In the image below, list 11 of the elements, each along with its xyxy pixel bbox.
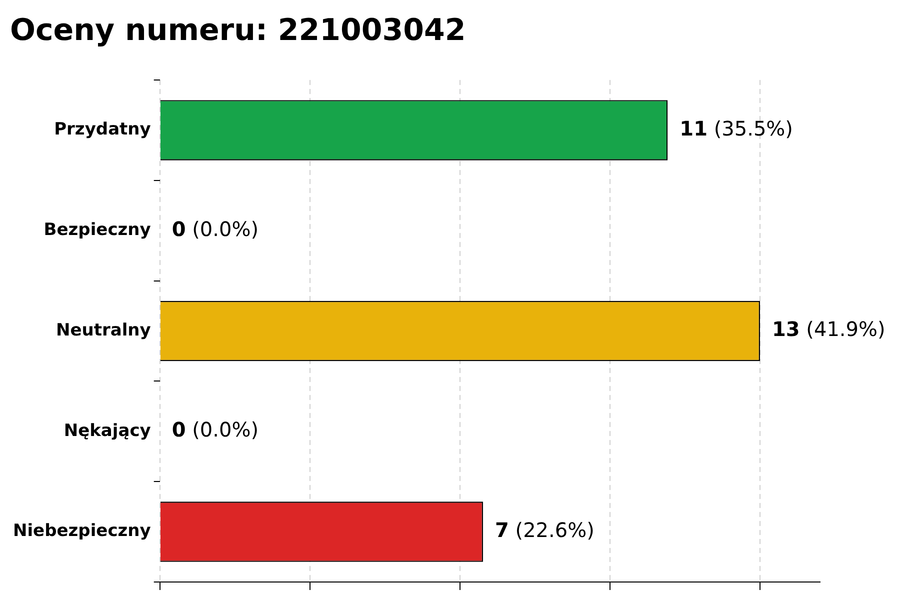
data-label: 0 (0.0%) <box>172 418 259 442</box>
y-tick-label: Bezpieczny <box>44 220 151 240</box>
data-label: 7 (22.6%) <box>495 518 594 542</box>
y-tick-label: Nękający <box>64 420 151 441</box>
data-label: 0 (0.0%) <box>172 216 259 241</box>
data-label: 13 (41.9%) <box>772 317 886 342</box>
data-label: 11 (35.5%) <box>680 116 793 140</box>
y-tick-label: Niebezpieczny <box>13 521 151 542</box>
y-tick-label: Przydatny <box>54 120 151 140</box>
y-tick-label: Neutralny <box>56 320 151 340</box>
chart-title: Oceny numeru: 221003042 <box>10 12 466 48</box>
